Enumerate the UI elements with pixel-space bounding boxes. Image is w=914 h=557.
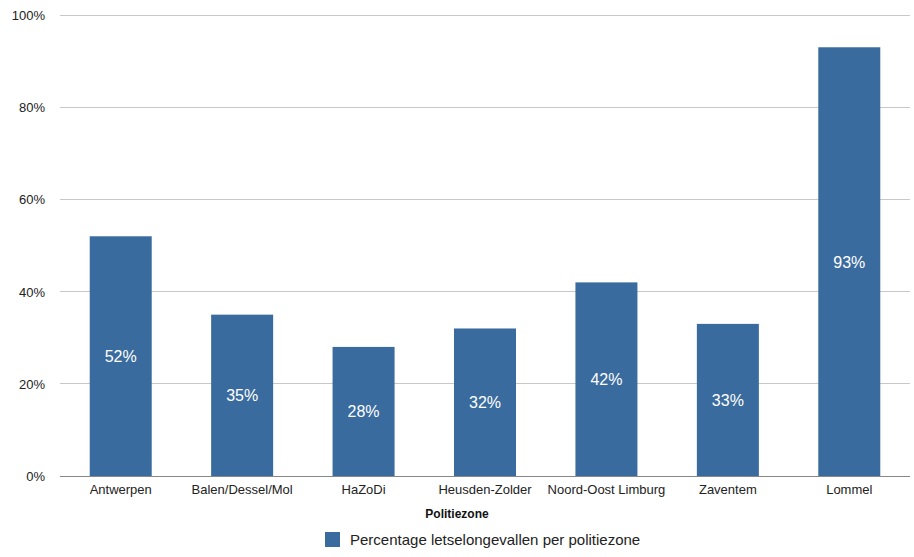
data-label: 32% (469, 394, 501, 411)
x-tick-label: HaZoDi (342, 482, 386, 497)
bar (697, 324, 759, 476)
data-label: 33% (712, 392, 744, 409)
y-tick-label: 20% (19, 377, 45, 392)
chart: 0% 20% 40% 60% 80% 100% 52% 35% 28% 32% 42% 33% 93% A… (0, 0, 914, 557)
data-label: 28% (348, 403, 380, 420)
bar (90, 236, 152, 476)
bar (211, 315, 273, 476)
x-tick-label: Heusden-Zolder (438, 482, 532, 497)
bar (454, 328, 516, 476)
y-tick-label: 0% (26, 469, 45, 484)
data-label: 93% (833, 254, 865, 271)
grid-line (60, 107, 910, 108)
bar (333, 347, 395, 476)
x-tick-label: Balen/Dessel/Mol (192, 482, 293, 497)
bars (90, 47, 881, 476)
legend-swatch (325, 532, 340, 547)
data-label: 52% (105, 348, 137, 365)
y-tick-label: 80% (19, 100, 45, 115)
grid-line (60, 199, 910, 200)
x-tick-label: Antwerpen (90, 482, 152, 497)
y-tick-label: 40% (19, 285, 45, 300)
grid-line (60, 15, 910, 16)
x-axis-title: Politiezone (425, 507, 489, 521)
bar (818, 47, 880, 476)
x-tick-label: Lommel (826, 482, 872, 497)
grid-line (60, 291, 910, 292)
data-label: 42% (590, 371, 622, 388)
legend-label: Percentage letselongevallen per politiez… (350, 531, 640, 548)
y-tick-label: 60% (19, 192, 45, 207)
x-tick-label: Zaventem (699, 482, 757, 497)
bar (575, 282, 637, 476)
data-label: 35% (226, 387, 258, 404)
y-tick-label: 100% (12, 8, 46, 23)
x-tick-label: Noord-Oost Limburg (548, 482, 666, 497)
